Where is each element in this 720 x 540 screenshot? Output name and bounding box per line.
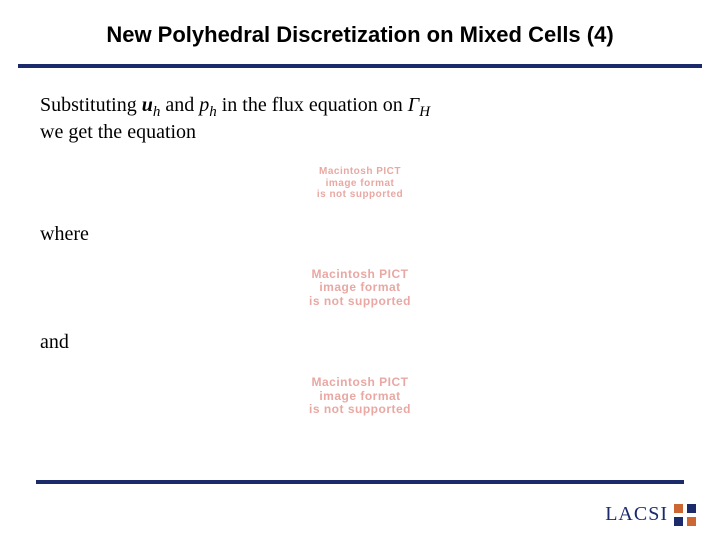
pict-line: image format (281, 390, 439, 404)
logo: LACSI (605, 503, 696, 526)
slide: New Polyhedral Discretization on Mixed C… (0, 0, 720, 540)
logo-square (687, 517, 696, 526)
pict-line: image format (281, 281, 439, 295)
divider-bottom (36, 480, 684, 484)
intro-and1: and (160, 94, 199, 116)
pict-line: is not supported (291, 189, 429, 201)
pict-line: Macintosh PICT (281, 376, 439, 390)
intro-u: u (142, 94, 153, 116)
logo-square (674, 517, 683, 526)
pict-line: Macintosh PICT (291, 166, 429, 178)
intro-gamma: Γ (408, 94, 419, 116)
logo-square (674, 504, 683, 513)
title-text: New Polyhedral Discretization on Mixed C… (106, 22, 613, 47)
logo-text: LACSI (605, 503, 668, 526)
intro-paragraph: Substituting uh and ph in the flux equat… (40, 94, 680, 144)
intro-p-sub: h (209, 104, 217, 120)
intro-mid: in the flux equation on (217, 94, 408, 116)
pict-line: is not supported (281, 403, 439, 417)
logo-square (687, 504, 696, 513)
and-label: and (40, 331, 680, 354)
intro-line2: we get the equation (40, 121, 196, 143)
pict-placeholder-1: Macintosh PICT image format is not suppo… (285, 162, 435, 205)
intro-p: p (199, 94, 209, 116)
pict-line: Macintosh PICT (281, 268, 439, 282)
slide-body: Substituting uh and ph in the flux equat… (0, 68, 720, 421)
intro-gamma-sub: H (419, 104, 430, 120)
where-label: where (40, 223, 680, 246)
intro-pre: Substituting (40, 94, 142, 116)
pict-line: image format (291, 178, 429, 190)
pict-placeholder-2: Macintosh PICT image format is not suppo… (275, 264, 445, 313)
slide-title: New Polyhedral Discretization on Mixed C… (0, 0, 720, 58)
logo-mark-icon (674, 504, 696, 526)
pict-placeholder-3: Macintosh PICT image format is not suppo… (275, 372, 445, 421)
pict-line: is not supported (281, 295, 439, 309)
